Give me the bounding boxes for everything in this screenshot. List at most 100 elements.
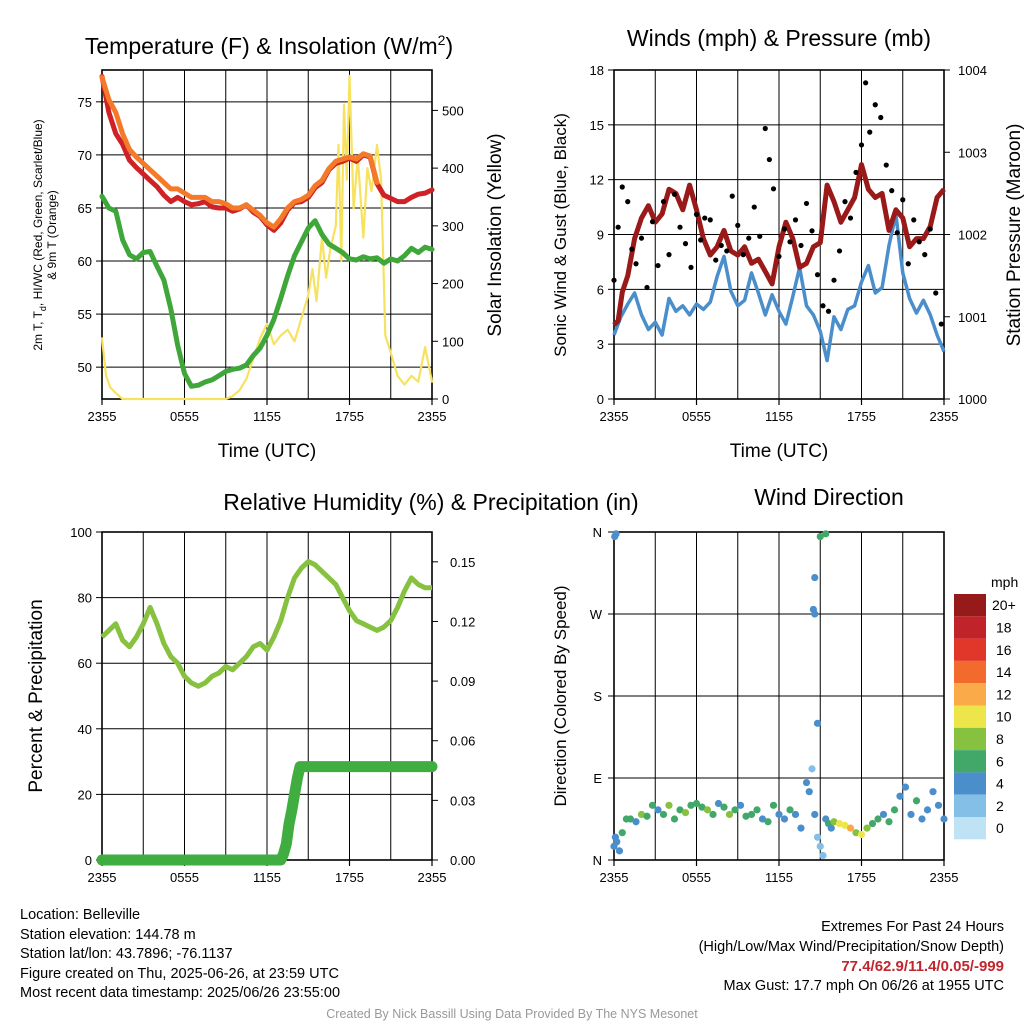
legend-swatch — [954, 616, 986, 639]
gust-point — [889, 188, 895, 194]
x-tick-label: 2355 — [930, 870, 959, 885]
direction-point — [780, 815, 789, 823]
direction-point — [626, 815, 635, 823]
gust-point — [905, 261, 911, 267]
direction-point — [637, 810, 646, 819]
direction-point — [681, 809, 690, 817]
gust-point — [770, 186, 777, 192]
direction-point — [676, 806, 684, 814]
y-tick-label: W — [590, 607, 603, 622]
y2-axis-label: Station Pressure (Maroon) — [1004, 124, 1024, 347]
y2-tick-label: 1000 — [958, 392, 987, 407]
gust-point — [707, 217, 713, 223]
series-line-rh — [100, 559, 432, 689]
gust-point — [883, 162, 889, 168]
y-tick-label: S — [593, 689, 602, 704]
direction-point — [758, 815, 767, 823]
legend-label: 16 — [996, 642, 1012, 658]
y-tick-label: 12 — [590, 173, 604, 188]
y-tick-label: 70 — [78, 148, 92, 163]
y2-tick-label: 1004 — [958, 63, 987, 78]
direction-point — [802, 778, 811, 787]
direction-point — [890, 806, 899, 814]
gust-point — [781, 226, 788, 232]
x-tick-label: 2355 — [418, 409, 447, 424]
direction-point — [769, 801, 778, 809]
gust-point — [867, 129, 873, 135]
direction-point — [612, 530, 620, 538]
direction-point — [934, 801, 943, 809]
gust-point — [740, 252, 746, 258]
x-tick-label: 2355 — [88, 870, 117, 885]
gust-point — [757, 233, 763, 239]
x-tick-label: 1155 — [253, 870, 281, 885]
y-tick-label: 9 — [597, 228, 604, 243]
direction-point — [720, 803, 728, 811]
legend-swatch — [954, 660, 986, 684]
series-line-9m-t — [99, 74, 380, 230]
gust-point — [922, 252, 928, 258]
direction-point — [786, 806, 794, 814]
x-axis-label: Time (UTC) — [730, 441, 829, 462]
y-axis-label: 2m T, Td, HI/WC (Red, Green, Scarlet/Blu… — [31, 119, 48, 350]
gust-point — [831, 277, 837, 283]
direction-point — [813, 719, 822, 727]
legend-label: 14 — [996, 664, 1012, 680]
direction-point — [692, 799, 701, 808]
gust-point — [762, 125, 768, 132]
gust-point — [619, 184, 625, 190]
elevation-text: Station elevation: 144.78 m — [20, 926, 196, 943]
gust-point — [842, 199, 848, 205]
x-tick-label: 1155 — [765, 870, 793, 885]
y-tick-label: 60 — [78, 656, 92, 671]
gust-point — [718, 242, 724, 249]
direction-point — [670, 815, 679, 823]
y-tick-label: 15 — [590, 118, 604, 133]
latlon-text: Station lat/lon: 43.7896; -76.1137 — [20, 946, 233, 962]
gust-point — [776, 253, 782, 260]
chart-title: Relative Humidity (%) & Precipitation (i… — [223, 489, 638, 515]
y2-tick-label: 0.12 — [450, 614, 475, 629]
y2-tick-label: 0.09 — [450, 674, 475, 689]
direction-point — [791, 810, 800, 819]
y-tick-label: 40 — [78, 722, 92, 737]
direction-point — [896, 792, 904, 800]
direction-point — [819, 851, 827, 860]
direction-point — [618, 829, 626, 837]
legend-label: 0 — [996, 820, 1004, 836]
y-axis-label-2: & 9m T (Orange) — [45, 190, 59, 280]
legend-swatch — [954, 727, 986, 751]
y-tick-label: 60 — [78, 254, 92, 269]
gust-point — [666, 252, 672, 258]
gust-point — [911, 217, 917, 223]
legend-swatch — [954, 683, 986, 706]
x-tick-label: 2355 — [600, 409, 629, 424]
gust-point — [916, 239, 922, 245]
gust-point — [682, 241, 689, 247]
y2-tick-label: 300 — [442, 219, 464, 234]
direction-point — [687, 801, 695, 809]
y-tick-label: 20 — [78, 787, 92, 802]
max-gust-text: Max Gust: 17.7 mph On 06/26 at 1955 UTC — [723, 977, 1004, 994]
direction-point — [775, 810, 783, 819]
gust-point — [836, 248, 843, 254]
legend-title: mph — [991, 574, 1018, 590]
direction-point — [665, 801, 673, 809]
y2-tick-label: 0.00 — [450, 853, 475, 868]
direction-point — [868, 819, 877, 828]
gust-point — [611, 277, 617, 283]
legend-label: 6 — [996, 753, 1004, 769]
y-tick-label: 3 — [597, 337, 604, 352]
gust-point — [729, 193, 735, 199]
y2-tick-label: 0.06 — [450, 734, 475, 749]
direction-point — [613, 838, 621, 846]
gust-point — [638, 235, 645, 241]
gust-point — [649, 219, 656, 225]
gust-point — [858, 142, 865, 148]
series-line-station-pressure — [612, 162, 946, 327]
station-info: Location: Belleville Station elevation: … — [20, 906, 340, 1004]
gust-point — [713, 257, 719, 263]
direction-point — [907, 810, 915, 819]
legend-swatch — [954, 638, 986, 661]
